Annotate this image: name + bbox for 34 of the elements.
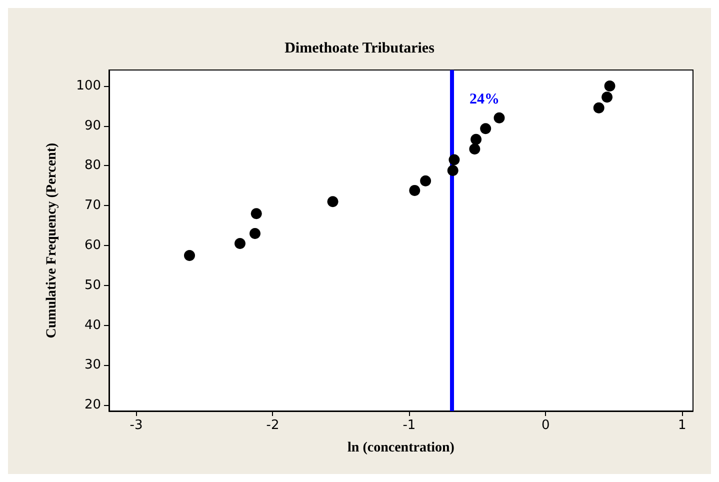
point xyxy=(234,238,246,249)
chart-title: Dimethoate Tributaries xyxy=(284,40,435,56)
x-tick-label: -3 xyxy=(130,418,143,433)
point xyxy=(593,102,604,114)
point xyxy=(409,184,420,196)
y-tick-label: 40 xyxy=(84,318,101,333)
point xyxy=(250,228,260,240)
y-tick-label: 80 xyxy=(84,158,101,174)
x-tick-label: -1 xyxy=(402,418,416,433)
y-tick-label: 30 xyxy=(84,358,101,373)
y-tick-label: 100 xyxy=(76,78,101,94)
point xyxy=(480,123,492,134)
y-tick-label: 90 xyxy=(84,118,101,134)
y-axis-title: Cumulative Frequency (Percent) xyxy=(44,142,60,338)
point xyxy=(469,143,480,154)
x-tick-label: 0 xyxy=(541,418,550,433)
point xyxy=(448,154,460,166)
point xyxy=(250,208,262,220)
point xyxy=(447,165,458,176)
y-tick-label: 20 xyxy=(84,398,101,413)
y-tick-label: 60 xyxy=(84,238,101,253)
point xyxy=(327,196,338,208)
point xyxy=(604,80,616,92)
point xyxy=(602,92,613,103)
point xyxy=(470,134,482,145)
x-axis-title: ln (concentration) xyxy=(348,440,455,456)
x-tick-label: -2 xyxy=(266,418,280,433)
annotation: 24% xyxy=(469,92,500,108)
y-tick-label: 70 xyxy=(84,198,101,214)
x-tick-label: 1 xyxy=(678,418,686,433)
point xyxy=(494,112,505,124)
point xyxy=(184,250,196,261)
point xyxy=(420,175,432,186)
y-tick-label: 50 xyxy=(84,278,101,293)
